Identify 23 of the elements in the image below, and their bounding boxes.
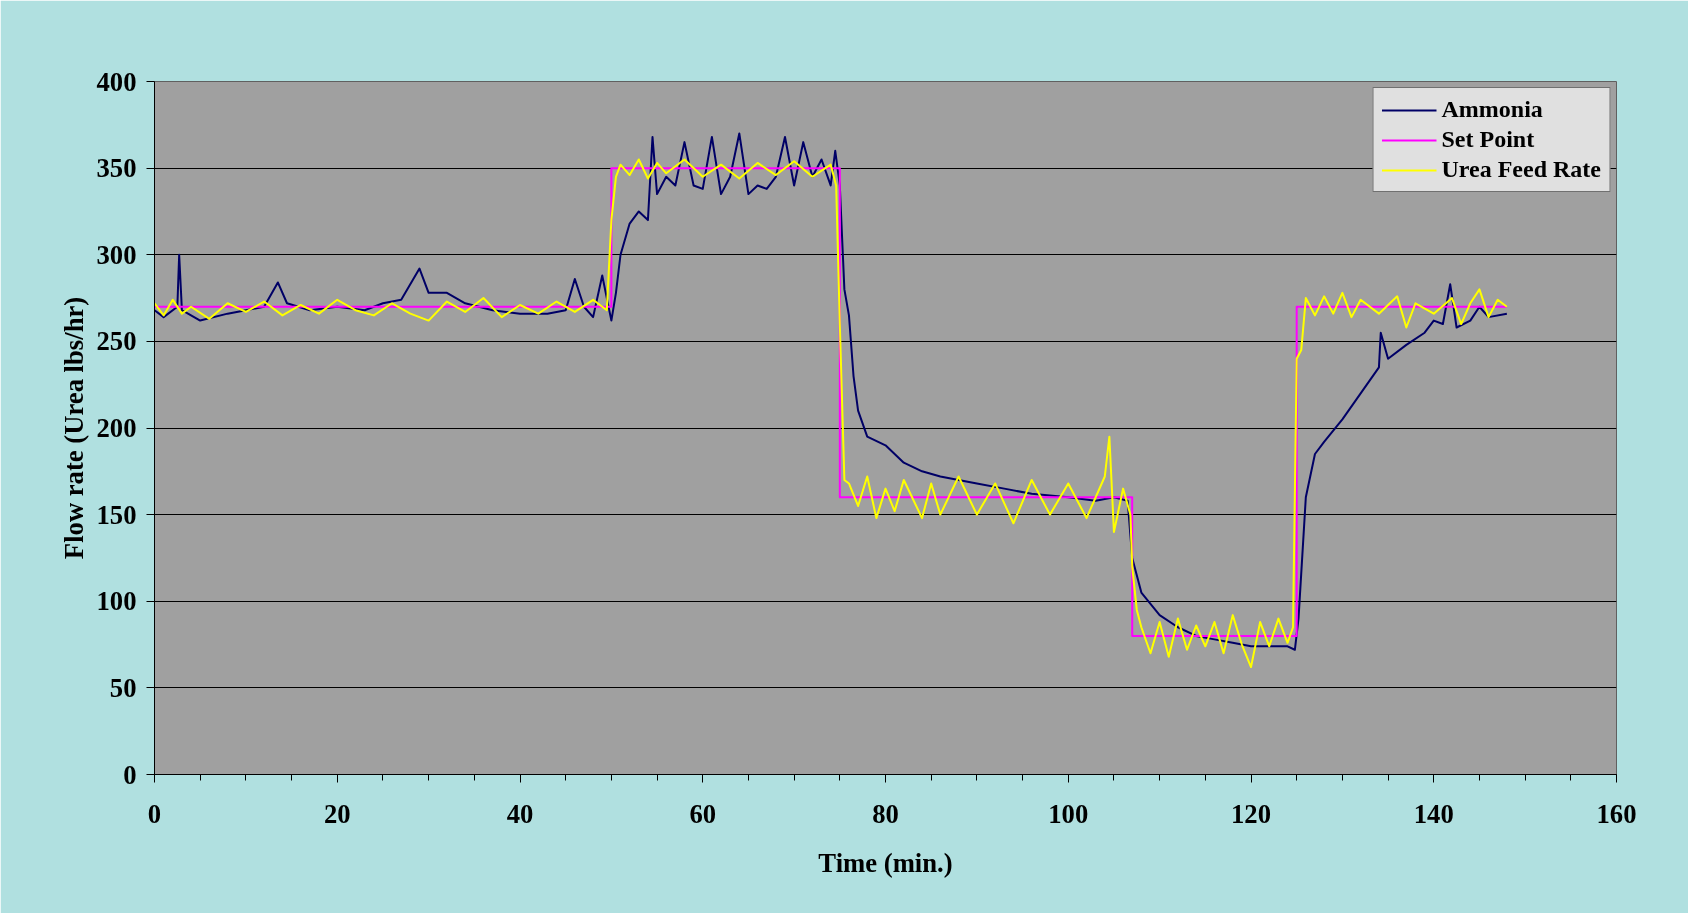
x-tick-label: 100	[1048, 798, 1089, 829]
y-tick-label: 50	[109, 672, 137, 703]
x-tick-label: 60	[689, 798, 717, 829]
y-tick-label: 400	[96, 66, 137, 97]
x-tick-label: 80	[872, 798, 899, 829]
y-tick-label: 150	[96, 499, 137, 530]
x-tick-label: 40	[506, 798, 534, 829]
y-tick-label: 250	[96, 326, 137, 357]
y-tick-label: 200	[96, 413, 137, 443]
legend-label: Set Point	[1441, 126, 1535, 153]
x-tick-label: 160	[1596, 798, 1637, 829]
y-tick-label: 300	[96, 239, 137, 270]
x-tick-label: 120	[1231, 798, 1271, 829]
y-tick-label: 100	[96, 586, 137, 617]
legend-label: Urea Feed Rate	[1441, 156, 1601, 183]
x-axis-title: Time (min.)	[818, 847, 953, 878]
x-tick-label: 20	[323, 798, 351, 829]
y-tick-label: 0	[123, 759, 137, 790]
y-tick-label: 350	[96, 153, 137, 184]
x-tick-label: 140	[1413, 798, 1454, 829]
legend-label: Ammonia	[1441, 96, 1543, 123]
y-axis-title: Flow rate (Urea lbs/hr)	[58, 296, 89, 560]
x-tick-label: 0	[147, 798, 162, 829]
